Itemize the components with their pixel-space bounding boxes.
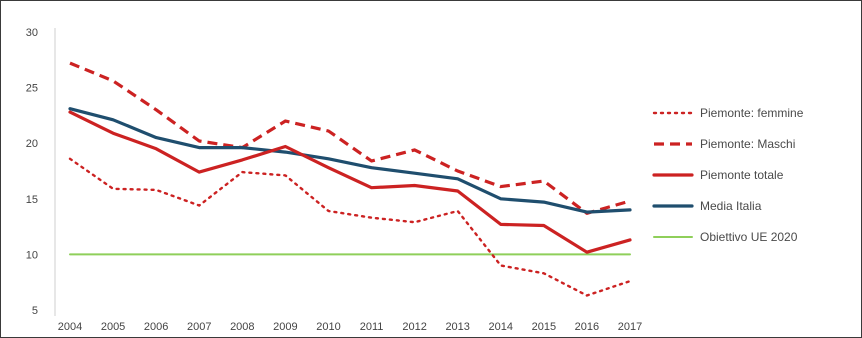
y-tick-label: 30 [26,27,38,39]
legend-label-piemonte-femmine: Piemonte: femmine [700,106,804,120]
y-tick-label: 5 [32,305,38,317]
legend-label-piemonte-totale: Piemonte totale [700,168,784,182]
series-line-piemonte-totale [68,110,632,254]
x-tick-label: 2015 [532,321,556,333]
x-tick-label: 2012 [402,321,426,333]
y-tick-label: 20 [26,138,38,150]
legend: Piemonte: femmine Piemonte: Maschi Piemont… [652,106,804,244]
series-layer [68,61,632,297]
x-tick-label: 2004 [58,321,82,333]
x-tick-label: 2007 [187,321,211,333]
x-tick-label: 2006 [144,321,168,333]
x-tick-label: 2011 [360,321,384,333]
legend-label-piemonte-maschi: Piemonte: Maschi [700,137,795,151]
legend-label-obiettivo-ue-2020: Obiettivo UE 2020 [700,230,798,244]
x-tick-label: 2017 [618,321,642,333]
y-tick-label: 10 [26,249,38,261]
x-tick-label: 2009 [273,321,297,333]
axes: 5 10 15 20 25 30 2004 2005 2006 2007 2008 2009 2010 2… [26,27,642,333]
x-tick-label: 2010 [316,321,340,333]
series-line-piemonte-femmine [68,157,632,297]
x-tick-label: 2005 [101,321,125,333]
x-tick-label: 2014 [489,321,513,333]
y-tick-label: 15 [26,194,38,206]
y-tick-label: 25 [26,83,38,95]
x-tick-label: 2016 [575,321,599,333]
x-tick-label: 2008 [230,321,254,333]
legend-label-media-italia: Media Italia [700,199,762,213]
x-tick-label: 2013 [445,321,469,333]
series-line-media-italia [68,107,632,214]
series-line-piemonte-maschi [69,61,631,215]
